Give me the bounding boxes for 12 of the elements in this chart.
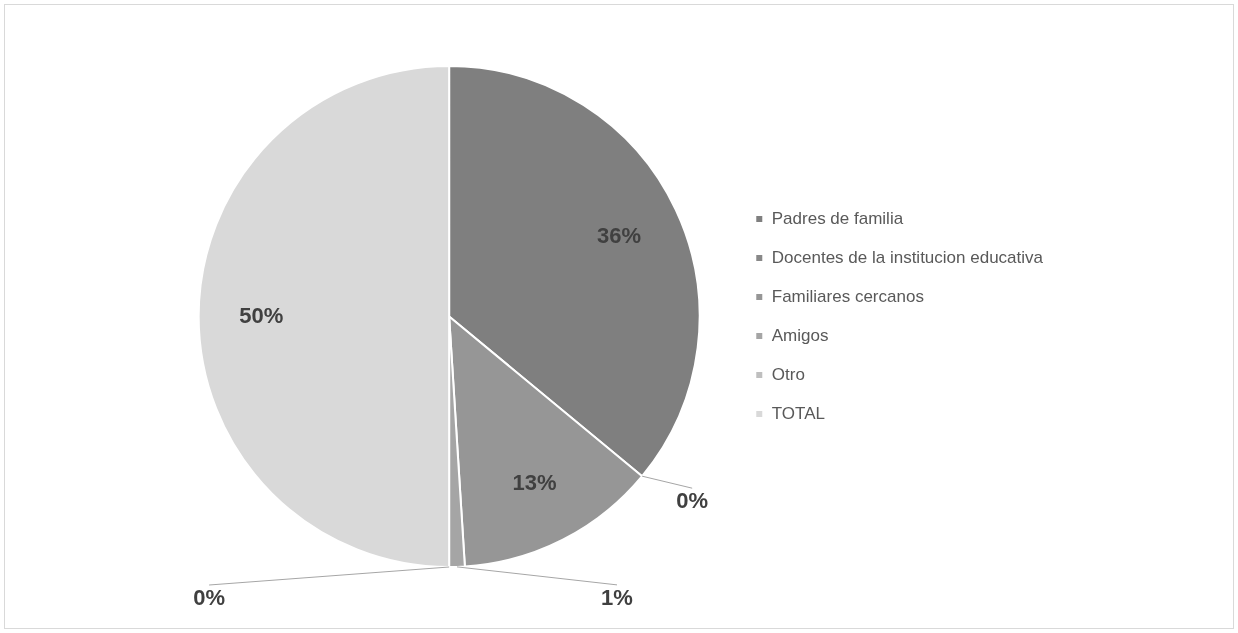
legend-label: Familiares cercanos <box>771 286 924 306</box>
data-label: 1% <box>601 584 633 610</box>
legend-label: Amigos <box>771 325 829 345</box>
data-label: 36% <box>597 222 642 248</box>
text: 0% <box>193 585 226 611</box>
data-label: 50% <box>239 302 284 328</box>
legend-label: TOTAL <box>771 403 825 423</box>
legend-label: Docentes de la institucion educativa <box>771 247 1044 267</box>
text: 0% <box>676 488 709 514</box>
legend-label: Padres de familia <box>771 208 904 228</box>
data-label: 13% <box>512 469 557 495</box>
legend-label: Otro <box>771 364 805 384</box>
